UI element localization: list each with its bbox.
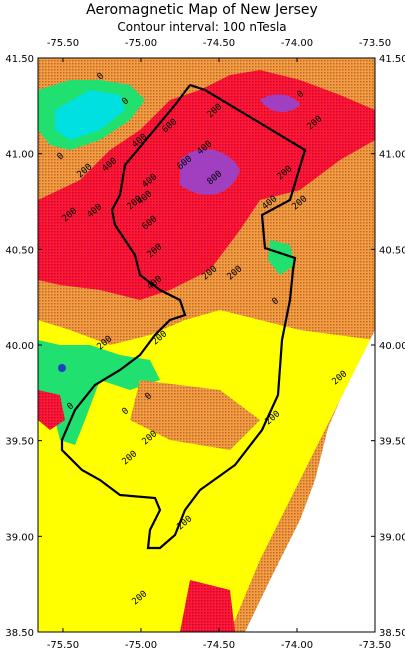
y-tick-label: 39.00: [379, 532, 405, 543]
y-tick-label: 40.00: [5, 341, 34, 352]
x-tick-label: -75.50: [47, 640, 79, 651]
contour-label: 0: [271, 296, 282, 307]
y-tick-label: 41.50: [379, 54, 405, 65]
y-tick-label: 39.50: [379, 437, 405, 448]
y-tick-label: 39.00: [5, 532, 34, 543]
contour-label: 0: [121, 406, 132, 417]
x-tick-label: -74.00: [281, 640, 313, 651]
x-tick-label: -73.50: [359, 640, 391, 651]
y-tick-label: 40.50: [379, 245, 405, 256]
contour-label: 0: [56, 151, 67, 162]
y-tick-label: 41.50: [5, 54, 34, 65]
state-boundary: [60, 83, 307, 550]
x-tick-label: -75.00: [125, 38, 157, 49]
y-tick-label: 39.50: [5, 437, 34, 448]
y-tick-label: 41.00: [379, 150, 405, 161]
map-title: Aeromagnetic Map of New Jersey: [86, 2, 318, 18]
x-tick-label: -74.00: [281, 38, 313, 49]
y-tick-label: 38.50: [379, 628, 405, 639]
contour-label: 0: [121, 96, 132, 107]
y-tick-label: 40.50: [5, 245, 34, 256]
contour-label: 0: [144, 391, 155, 402]
y-tick-label: 40.00: [379, 341, 405, 352]
contour-label: 0: [96, 71, 107, 82]
y-tick-label: 38.50: [5, 628, 34, 639]
x-tick-label: -73.50: [359, 38, 391, 49]
contour-label: 0: [66, 401, 77, 412]
x-tick-label: -74.50: [203, 640, 235, 651]
x-tick-label: -75.00: [125, 640, 157, 651]
magnetic-field: [38, 58, 375, 632]
y-tick-label: 41.00: [5, 150, 34, 161]
map-subtitle: Contour interval: 100 nTesla: [117, 20, 286, 34]
x-tick-label: -75.50: [47, 38, 79, 49]
contour-label: 0: [296, 89, 307, 100]
x-tick-label: -74.50: [203, 38, 235, 49]
